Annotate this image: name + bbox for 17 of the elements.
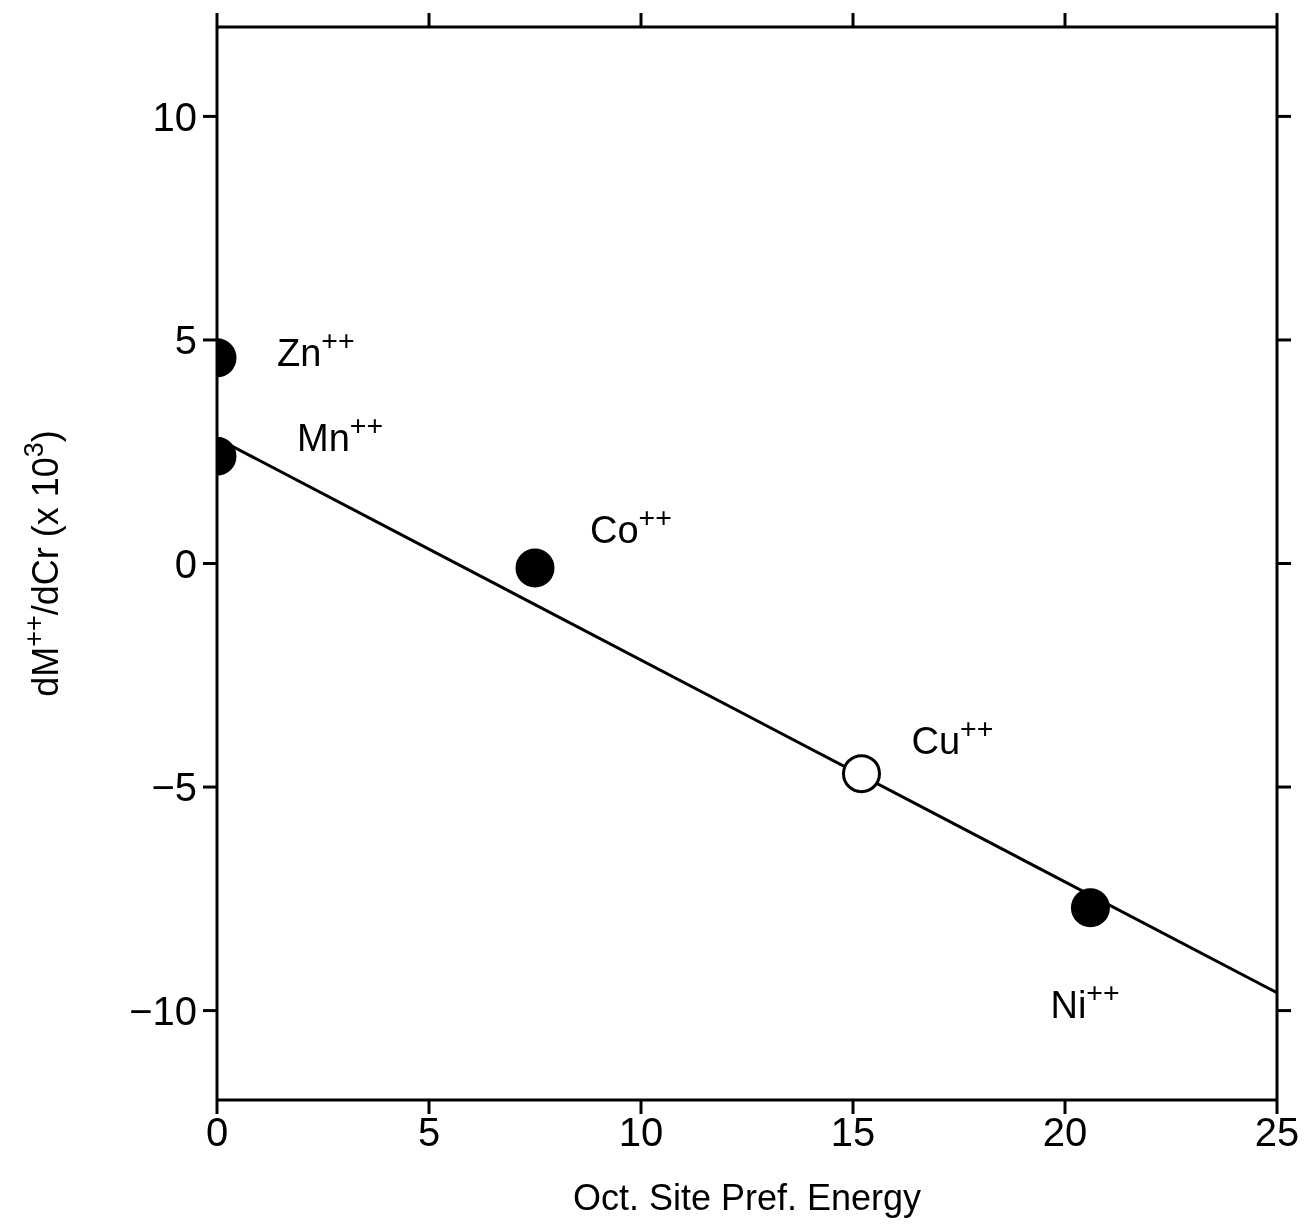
x-tick-label: 5 xyxy=(417,1110,441,1155)
y-tick-label: 5 xyxy=(174,318,197,363)
x-tick-label: 0 xyxy=(205,1110,229,1155)
annotation: Cu$^{++}$ xyxy=(911,711,994,762)
y-tick-label: −10 xyxy=(129,988,197,1033)
x-tick-label: 15 xyxy=(830,1110,876,1155)
x-tick-label: 10 xyxy=(618,1110,664,1155)
x-tick-label: 25 xyxy=(1254,1110,1300,1155)
y-tick-label: 0 xyxy=(174,541,197,586)
x-axis-title: Oct. Site Pref. Energy xyxy=(572,1177,922,1218)
annotation: Co$^{++}$ xyxy=(590,500,672,551)
annotation: Mn$^{++}$ xyxy=(297,409,384,460)
y-tick-label: 10 xyxy=(152,94,197,139)
annotation: Ni$^{++}$ xyxy=(1050,975,1120,1026)
y-tick-label: −5 xyxy=(151,765,197,810)
annotation: Zn$^{++}$ xyxy=(277,323,355,374)
x-tick-label: 20 xyxy=(1042,1110,1088,1155)
